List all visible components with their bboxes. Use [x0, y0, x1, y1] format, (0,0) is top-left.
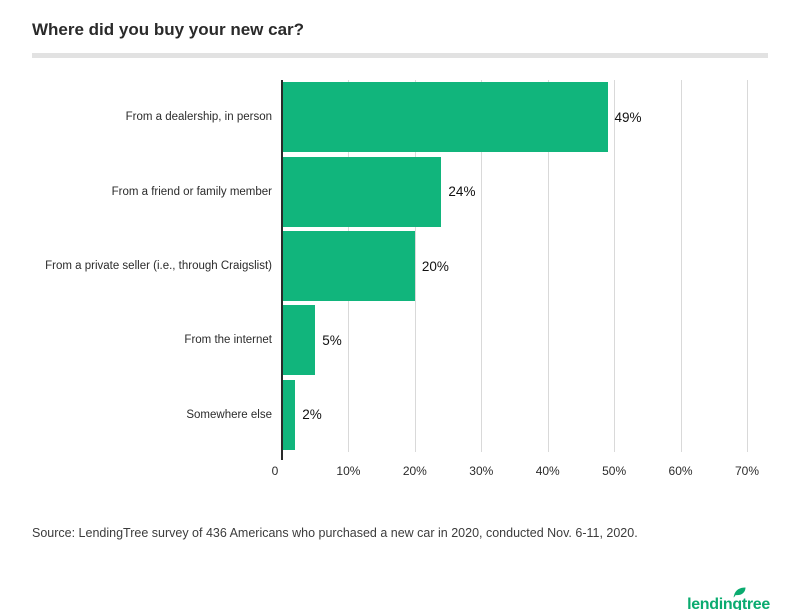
bar-row: From a dealership, in person 49% — [32, 80, 747, 154]
tick-label: 10% — [336, 464, 361, 478]
gridline — [547, 80, 549, 452]
category-label: From a friend or family member — [111, 185, 272, 198]
tick-label: 50% — [602, 464, 627, 478]
bar-row: From a friend or family member 24% — [32, 154, 747, 228]
lendingtree-logo: lendingtree — [687, 587, 770, 610]
category-label: From a private seller (i.e., through Cra… — [45, 260, 272, 273]
bar-track: 20% — [282, 231, 747, 302]
x-axis-ticks: 0 10% 20% 30% 40% 50% 60% 70% — [272, 462, 759, 482]
bar — [282, 379, 296, 450]
bar — [282, 231, 415, 302]
divider — [32, 53, 768, 58]
tick-label: 0 — [271, 464, 279, 478]
value-label: 49% — [614, 109, 642, 125]
value-label: 5% — [322, 332, 342, 348]
bar-track: 49% — [282, 82, 747, 153]
gridline — [747, 80, 748, 452]
category-label: From a dealership, in person — [125, 111, 272, 124]
bar-rows: From a dealership, in person 49% From a fr… — [32, 80, 747, 452]
bar-track: 5% — [282, 305, 747, 376]
gridline — [680, 80, 682, 452]
value-label: 24% — [448, 184, 476, 200]
gridline — [614, 80, 616, 452]
bar — [282, 305, 316, 376]
category-label: Somewhere else — [186, 408, 272, 421]
tick-label: 30% — [469, 464, 494, 478]
source-text: Source: LendingTree survey of 436 Americ… — [32, 526, 638, 540]
bar — [282, 156, 442, 227]
leaf-icon — [733, 587, 746, 598]
page-title: Where did you buy your new car? — [32, 20, 305, 39]
logo-text: lendingtree — [687, 596, 770, 610]
bar-row: From the internet 5% — [32, 303, 747, 377]
value-label: 20% — [421, 258, 449, 274]
value-label: 2% — [302, 407, 322, 423]
bar-row: From a private seller (i.e., through Cra… — [32, 229, 747, 303]
bar-chart: From a dealership, in person 49% From a fr… — [32, 80, 768, 490]
bar-row: Somewhere else 2% — [32, 378, 747, 452]
tick-label: 40% — [535, 464, 560, 478]
tick-label: 20% — [402, 464, 427, 478]
bar-track: 2% — [282, 379, 747, 450]
gridline — [481, 80, 483, 452]
bar-track: 24% — [282, 156, 747, 227]
gridline — [414, 80, 416, 452]
tick-label: 70% — [734, 464, 760, 478]
tick-label: 60% — [668, 464, 693, 478]
y-axis-line — [281, 80, 283, 460]
category-label: From the internet — [184, 334, 272, 347]
bar — [282, 82, 608, 153]
